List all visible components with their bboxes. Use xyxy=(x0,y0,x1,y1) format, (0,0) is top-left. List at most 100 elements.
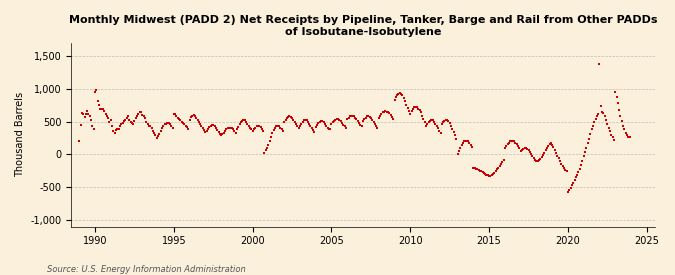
Point xyxy=(330,117,341,122)
Point xyxy=(367,118,377,122)
Point xyxy=(352,119,363,123)
Point xyxy=(375,114,385,118)
Point xyxy=(462,139,473,144)
Point xyxy=(321,124,331,128)
Point xyxy=(581,146,592,150)
Point xyxy=(379,109,389,114)
Point xyxy=(175,118,186,122)
Point xyxy=(365,116,376,120)
Point xyxy=(548,145,559,149)
Point xyxy=(408,107,418,111)
Point xyxy=(473,168,484,172)
Point xyxy=(518,146,529,151)
Point xyxy=(522,146,533,151)
Point xyxy=(154,132,165,136)
Point xyxy=(355,123,366,127)
Point xyxy=(251,124,262,128)
Point xyxy=(292,124,303,128)
Point xyxy=(605,129,616,134)
Point xyxy=(172,116,183,120)
Point xyxy=(565,186,576,190)
Point xyxy=(281,116,292,120)
Point xyxy=(99,109,109,113)
Point xyxy=(354,121,364,125)
Point xyxy=(284,114,295,119)
Point xyxy=(308,128,319,132)
Point xyxy=(187,114,198,118)
Point xyxy=(477,170,488,174)
Point xyxy=(618,123,628,128)
Point xyxy=(240,118,250,122)
Point xyxy=(223,125,234,130)
Point xyxy=(94,103,105,108)
Point xyxy=(369,122,380,127)
Point xyxy=(409,105,420,109)
Point xyxy=(313,121,324,125)
Point xyxy=(606,133,617,137)
Point xyxy=(491,167,502,172)
Point xyxy=(126,121,137,125)
Point xyxy=(431,123,442,128)
Point xyxy=(594,62,605,66)
Point xyxy=(196,124,207,128)
Point xyxy=(153,134,163,138)
Point xyxy=(586,127,597,132)
Point xyxy=(623,134,634,139)
Point xyxy=(441,118,452,122)
Point xyxy=(514,146,524,150)
Point xyxy=(232,127,242,132)
Point xyxy=(75,123,86,127)
Point xyxy=(122,114,133,119)
Point xyxy=(100,112,111,116)
Point xyxy=(487,172,498,176)
Point xyxy=(422,122,433,127)
Point xyxy=(469,166,480,170)
Point xyxy=(573,170,584,174)
Point xyxy=(534,158,545,163)
Point xyxy=(459,139,470,144)
Point xyxy=(267,131,278,136)
Point xyxy=(383,109,394,114)
Point xyxy=(283,115,294,119)
Point xyxy=(180,123,191,128)
Point xyxy=(265,139,275,144)
Point xyxy=(348,114,359,119)
Point xyxy=(585,132,595,136)
Point xyxy=(512,144,523,148)
Point xyxy=(490,169,501,174)
Point xyxy=(564,188,574,192)
Point xyxy=(291,122,302,127)
Point xyxy=(248,127,259,132)
Point xyxy=(485,174,496,178)
Point xyxy=(397,93,408,98)
Point xyxy=(402,106,413,110)
Point xyxy=(155,129,166,134)
Point xyxy=(318,120,329,125)
Point xyxy=(335,119,346,123)
Title: Monthly Midwest (PADD 2) Net Receipts by Pipeline, Tanker, Barge and Rail from O: Monthly Midwest (PADD 2) Net Receipts by… xyxy=(69,15,657,37)
Point xyxy=(448,130,459,134)
Point xyxy=(372,126,383,130)
Point xyxy=(300,117,310,122)
Point xyxy=(531,159,542,163)
Point xyxy=(549,148,560,153)
Point xyxy=(622,133,632,138)
Point xyxy=(423,120,434,125)
Point xyxy=(601,118,612,122)
Point xyxy=(229,129,240,134)
Point xyxy=(277,129,288,134)
Point xyxy=(119,119,130,123)
Point xyxy=(198,128,209,132)
Point xyxy=(511,142,522,146)
Point xyxy=(343,116,354,120)
Point xyxy=(275,125,286,130)
Point xyxy=(219,131,230,135)
Point xyxy=(389,98,400,102)
Point xyxy=(559,166,570,170)
Point xyxy=(419,120,430,125)
Point xyxy=(410,104,421,109)
Point xyxy=(255,125,266,129)
Point xyxy=(166,123,177,128)
Point xyxy=(570,175,581,180)
Point xyxy=(527,153,538,158)
